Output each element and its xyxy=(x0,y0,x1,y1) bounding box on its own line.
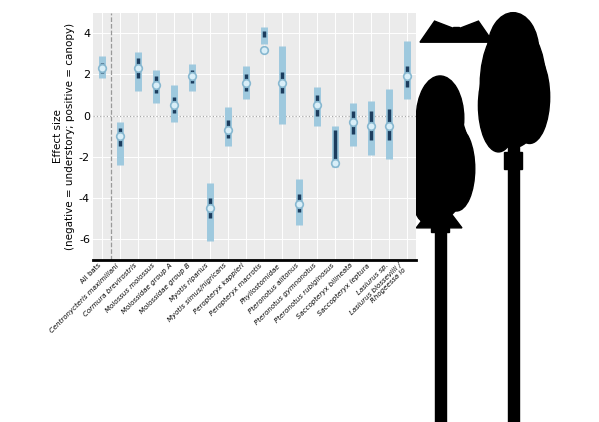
Ellipse shape xyxy=(480,21,546,148)
Y-axis label: Effect size
(negative = understory; positive = canopy): Effect size (negative = understory; posi… xyxy=(53,22,75,250)
Ellipse shape xyxy=(479,59,519,152)
Ellipse shape xyxy=(488,13,539,89)
Ellipse shape xyxy=(510,51,550,143)
Bar xyxy=(434,203,446,422)
Polygon shape xyxy=(416,211,462,228)
Ellipse shape xyxy=(411,101,469,219)
Ellipse shape xyxy=(416,76,464,160)
Ellipse shape xyxy=(438,127,475,211)
Bar xyxy=(504,152,522,169)
Polygon shape xyxy=(420,21,493,42)
Bar xyxy=(508,135,519,422)
Bar xyxy=(431,215,449,232)
Ellipse shape xyxy=(409,131,446,224)
